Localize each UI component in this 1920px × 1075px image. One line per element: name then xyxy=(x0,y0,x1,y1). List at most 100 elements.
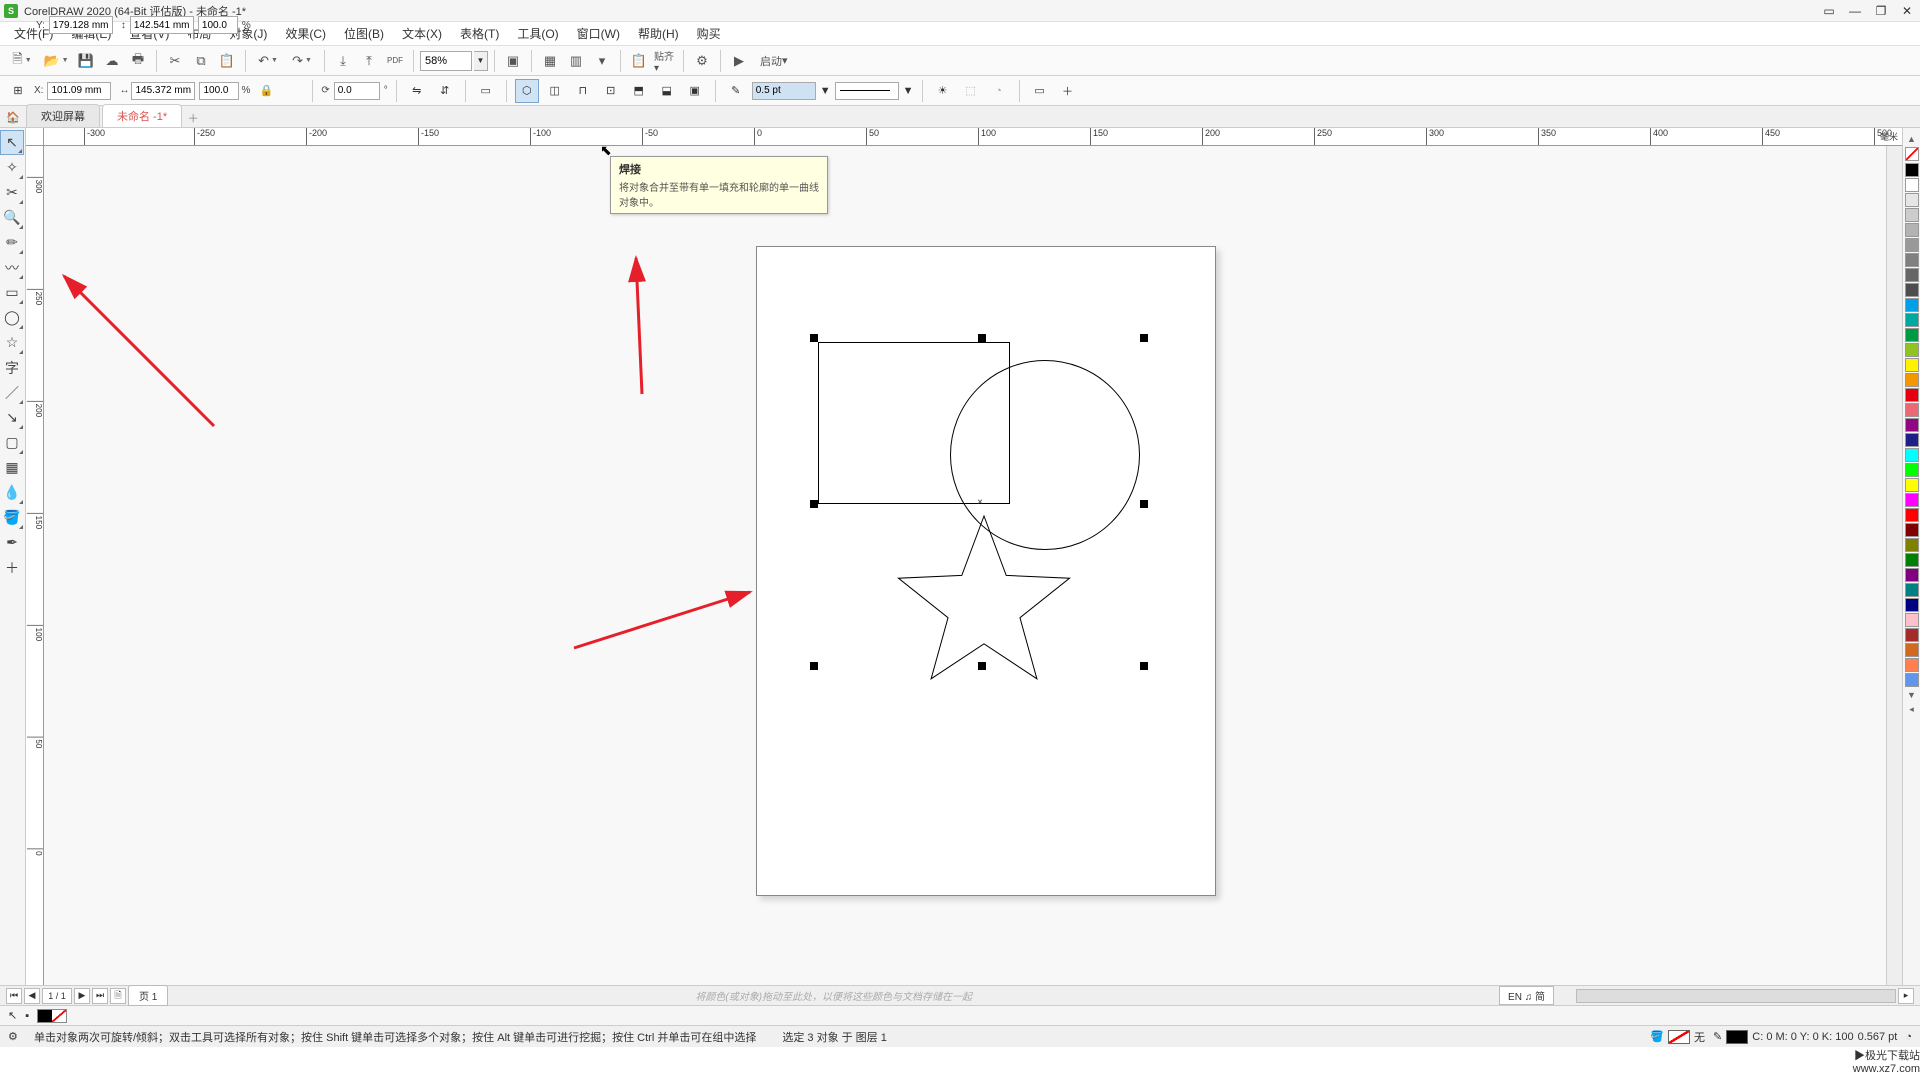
color-swatch[interactable] xyxy=(1905,358,1919,372)
color-swatch[interactable] xyxy=(1905,628,1919,642)
color-swatch[interactable] xyxy=(1905,253,1919,267)
color-swatch[interactable] xyxy=(1905,163,1919,177)
crop-tool[interactable]: ✂ xyxy=(0,180,24,205)
page-prev-button[interactable]: ◀ xyxy=(24,988,40,1004)
color-swatch[interactable] xyxy=(1905,283,1919,297)
page-add-button[interactable]: 🗎 xyxy=(110,988,126,1004)
tab-welcome[interactable]: 欢迎屏幕 xyxy=(26,104,100,127)
page-next-button[interactable]: ▶ xyxy=(74,988,90,1004)
launch-icon[interactable]: ▶ xyxy=(727,49,751,73)
menu-tools[interactable]: 工具(O) xyxy=(509,23,566,44)
color-swatch[interactable] xyxy=(1905,673,1919,687)
y-position-input[interactable] xyxy=(49,16,113,34)
color-swatch[interactable] xyxy=(1905,613,1919,627)
line-style-arrow[interactable]: ▼ xyxy=(903,85,914,97)
color-swatch[interactable] xyxy=(1905,178,1919,192)
fullscreen-button[interactable]: ▣ xyxy=(501,49,525,73)
color-swatch[interactable] xyxy=(1905,493,1919,507)
rectangle-tool[interactable]: ▭ xyxy=(0,280,24,305)
convert-button[interactable]: ⬚ xyxy=(959,79,983,103)
palette-up-icon[interactable]: ▲ xyxy=(1903,134,1920,144)
mirror-v-button[interactable]: ⇵ xyxy=(433,79,457,103)
color-swatch[interactable] xyxy=(1905,463,1919,477)
selection-handle[interactable] xyxy=(1140,500,1148,508)
boundary-button[interactable]: ▣ xyxy=(683,79,707,103)
color-swatch[interactable] xyxy=(1905,658,1919,672)
color-swatch[interactable] xyxy=(1905,238,1919,252)
page-last-button[interactable]: ⏭ xyxy=(92,988,108,1004)
copy-button[interactable]: ⧉ xyxy=(189,49,213,73)
status-expand-icon[interactable]: ◔ xyxy=(1905,1031,1912,1043)
trim-button[interactable]: ◫ xyxy=(543,79,567,103)
color-swatch[interactable] xyxy=(1905,643,1919,657)
zoom-tool[interactable]: 🔍 xyxy=(0,205,24,230)
ellipse-tool[interactable]: ◯ xyxy=(0,305,24,330)
selection-handle[interactable] xyxy=(1140,334,1148,342)
weld-button[interactable]: ⬡ xyxy=(515,79,539,103)
color-swatch[interactable] xyxy=(1905,583,1919,597)
color-swatch[interactable] xyxy=(1905,223,1919,237)
align-button[interactable]: 贴齐 ▾ xyxy=(653,49,677,73)
dimension-tool[interactable]: ／ xyxy=(0,380,24,405)
wrap-button[interactable]: ☀ xyxy=(931,79,955,103)
menu-window[interactable]: 窗口(W) xyxy=(569,23,628,44)
color-swatch[interactable] xyxy=(1905,508,1919,522)
color-swatch[interactable] xyxy=(1905,418,1919,432)
grid-button[interactable]: ▦ xyxy=(538,49,562,73)
page-first-button[interactable]: ⏮ xyxy=(6,988,22,1004)
back-minus-front-button[interactable]: ⬓ xyxy=(655,79,679,103)
color-swatch[interactable] xyxy=(1905,373,1919,387)
fill-indicator[interactable]: 🪣 无 xyxy=(1650,1029,1705,1045)
add-preset-button[interactable]: ＋ xyxy=(1056,79,1080,103)
order-front-button[interactable]: ▭ xyxy=(474,79,498,103)
rotation-input[interactable] xyxy=(334,82,380,100)
eyedropper-tool[interactable]: 💧 xyxy=(0,480,24,505)
menu-help[interactable]: 帮助(H) xyxy=(630,23,687,44)
import-button[interactable]: ⤓ xyxy=(331,49,355,73)
color-swatch[interactable] xyxy=(1905,388,1919,402)
print-button[interactable]: 🖶 xyxy=(126,49,150,73)
selection-handle[interactable] xyxy=(978,662,986,670)
status-gear-icon[interactable]: ⚙ xyxy=(8,1030,24,1043)
undo-button[interactable]: ↶▼ xyxy=(252,49,284,73)
pick-tool[interactable]: ↖ xyxy=(0,130,24,155)
object-origin-icon[interactable]: ⊞ xyxy=(6,79,30,103)
launch-button[interactable]: 启动 ▾ xyxy=(753,49,795,73)
zoom-dropdown[interactable]: ▼ xyxy=(474,51,488,71)
color-swatch[interactable] xyxy=(1905,568,1919,582)
close-button[interactable]: ✕ xyxy=(1898,4,1916,18)
artistic-tool[interactable]: 〰 xyxy=(0,255,24,280)
docker-toggle-button[interactable]: ▸ xyxy=(1898,988,1914,1004)
minimize-button[interactable]: — xyxy=(1846,4,1864,18)
scale-x-input[interactable] xyxy=(199,82,239,100)
menu-table[interactable]: 表格(T) xyxy=(452,23,507,44)
color-swatch[interactable] xyxy=(1905,403,1919,417)
color-swatch[interactable] xyxy=(1905,478,1919,492)
menu-effects[interactable]: 效果(C) xyxy=(277,23,334,44)
tab-add-button[interactable]: ＋ xyxy=(184,109,202,127)
selection-handle[interactable] xyxy=(978,334,986,342)
selection-handle[interactable] xyxy=(810,662,818,670)
menu-bitmap[interactable]: 位图(B) xyxy=(336,23,392,44)
horizontal-ruler[interactable]: 毫米 -300-250-200-150-100-5005010015020025… xyxy=(44,128,1902,146)
fill-outline-mini[interactable] xyxy=(37,1009,67,1023)
outline-width-input[interactable] xyxy=(752,82,816,100)
height-input[interactable] xyxy=(130,16,194,34)
lock-ratio-button[interactable]: 🔒 xyxy=(254,79,278,103)
redo-button[interactable]: ↷▼ xyxy=(286,49,318,73)
canvas[interactable]: × xyxy=(44,146,1886,985)
pie-button[interactable]: ◔ xyxy=(987,79,1011,103)
ime-indicator[interactable]: EN ♫ 简 xyxy=(1499,986,1554,1005)
palette-fly-icon[interactable]: ◂ xyxy=(1903,704,1920,715)
front-minus-back-button[interactable]: ⬒ xyxy=(627,79,651,103)
swatch-none[interactable] xyxy=(1905,147,1919,161)
options-gear-button[interactable]: ⚙ xyxy=(690,49,714,73)
tab-document[interactable]: 未命名 -1* xyxy=(102,104,182,127)
maximize-button[interactable]: ❐ xyxy=(1872,4,1890,18)
shape-star[interactable] xyxy=(885,507,1083,705)
quickcustom-button[interactable]: ▭ xyxy=(1028,79,1052,103)
polygon-tool[interactable]: ☆ xyxy=(0,330,24,355)
x-position-input[interactable] xyxy=(47,82,111,100)
color-swatch[interactable] xyxy=(1905,343,1919,357)
guides-button[interactable]: ▥ xyxy=(564,49,588,73)
